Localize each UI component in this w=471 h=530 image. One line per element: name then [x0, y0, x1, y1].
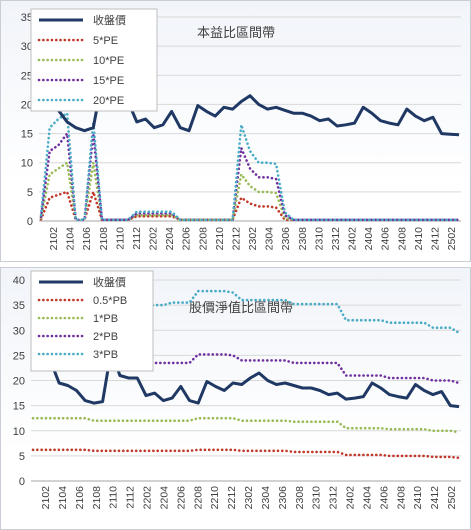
- pb-xtick-label: 2302: [243, 486, 255, 510]
- pb-xtick-label: 2308: [294, 486, 306, 510]
- pe-xtick-label: 2306: [280, 227, 292, 251]
- pe-xtick-label: 2308: [297, 227, 309, 251]
- pb-ytick-label: 10: [13, 426, 25, 438]
- pb-xtick-label: 2306: [277, 486, 289, 510]
- pe-legend: 收盤價 5*PE 10*PE 15*PE 20*PE: [30, 8, 158, 112]
- pe-ytick-label: 30: [21, 41, 33, 53]
- pe-xtick-label: 2108: [98, 227, 110, 251]
- pe-ytick-label: 25: [21, 70, 33, 82]
- pe-xtick-label: 2208: [197, 227, 209, 251]
- pe-xtick-labels: 2102 2104 2106 2108 2110 2112 2202 2204 2206 2208…: [48, 227, 458, 251]
- pb-xtick-label: 2410: [412, 486, 424, 510]
- pe-xtick-label: 2104: [65, 227, 77, 251]
- pe-legend-label-1: 5*PE: [93, 35, 118, 47]
- pb-xtick-label: 2404: [361, 486, 373, 510]
- pb-band-chart: 0 5 10 15 20 25 30 35 40 2102 2104 2106 2108 2110 2112…: [13, 270, 461, 510]
- pb-ytick-label: 35: [13, 300, 25, 312]
- pb-xtick-label: 2208: [192, 486, 204, 510]
- pe-ytick-label: 35: [21, 12, 33, 24]
- pb-ytick-label: 0: [19, 476, 25, 488]
- pb-xtick-label: 2402: [345, 486, 357, 510]
- pe-xtick-label: 2408: [396, 227, 408, 251]
- pe-xtick-label: 2212: [230, 227, 242, 251]
- pe-legend-label-0: 收盤價: [93, 13, 126, 27]
- pb-legend-label-2: 1*PB: [93, 313, 118, 325]
- pb-xtick-label: 2406: [378, 486, 390, 510]
- pb-series-line-2: [31, 416, 461, 434]
- pb-series-line-0: [33, 348, 460, 409]
- pb-legend-label-4: 3*PB: [93, 349, 118, 361]
- pe-xtick-label: 2404: [363, 227, 375, 251]
- pe-xtick-label: 2302: [247, 227, 259, 251]
- pe-xtick-label: 2204: [164, 227, 176, 251]
- pe-xtick-label: 2304: [264, 227, 276, 251]
- pe-legend-label-3: 15*PE: [93, 75, 124, 87]
- pe-xtick-label: 2312: [330, 227, 342, 251]
- pb-xtick-label: 2110: [108, 486, 120, 509]
- pb-xtick-label: 2210: [209, 486, 221, 510]
- pe-ytick-label: 20: [21, 99, 33, 111]
- pb-xtick-label: 2108: [91, 486, 103, 510]
- pb-ytick-label: 40: [13, 275, 25, 287]
- pe-band-chart-panel: 0 5 10 15 20 25 30 35 2102 2104 2106 2108 2110 2112 22…: [0, 0, 471, 262]
- pb-xtick-label: 2310: [311, 486, 323, 510]
- pb-ytick-label: 15: [13, 401, 25, 413]
- pe-series-line-4: [39, 110, 461, 222]
- pb-xtick-labels: 2102 2104 2106 2108 2110 2112 2202 2204 2206 2208…: [40, 486, 458, 510]
- pe-xtick-label: 2102: [48, 227, 60, 251]
- pe-xtick-label: 2202: [148, 227, 160, 251]
- pb-legend: 收盤價 0.5*PB 1*PB 2*PB 3*PB: [30, 270, 154, 372]
- pb-xtick-label: 2304: [260, 486, 272, 510]
- pe-ytick-label: 15: [21, 129, 33, 141]
- pb-ytick-label: 20: [13, 376, 25, 388]
- pe-xtick-label: 2412: [429, 227, 441, 251]
- pe-xtick-label: 2502: [446, 227, 458, 251]
- pb-xtick-label: 2204: [158, 486, 170, 510]
- pb-xtick-label: 2104: [57, 486, 69, 510]
- pb-xtick-label: 2106: [74, 486, 86, 510]
- pb-xtick-label: 2412: [429, 486, 441, 510]
- pe-chart-title: 本益比區間帶: [197, 25, 275, 40]
- pe-xtick-label: 2110: [114, 227, 126, 250]
- pe-xtick-label: 2410: [413, 227, 425, 251]
- pb-xtick-label: 2102: [40, 486, 52, 510]
- pe-xtick-label: 2210: [214, 227, 226, 251]
- pe-xtick-label: 2206: [181, 227, 193, 251]
- pb-series-line-1: [31, 448, 461, 460]
- pb-ytick-label: 25: [13, 350, 25, 362]
- pb-ytick-label: 5: [19, 451, 25, 463]
- pb-xtick-label: 2312: [328, 486, 340, 510]
- pb-series-line-4: [31, 289, 461, 335]
- pb-xtick-label: 2408: [395, 486, 407, 510]
- pe-xtick-label: 2112: [131, 227, 143, 250]
- pb-ytick-label: 30: [13, 325, 25, 337]
- pe-ytick-label: 5: [27, 187, 33, 199]
- pb-band-chart-panel: 0 5 10 15 20 25 30 35 40 2102 2104 2106 2108 2110 2112…: [0, 267, 471, 530]
- pe-xtick-label: 2406: [380, 227, 392, 251]
- pe-xtick-label: 2402: [347, 227, 359, 251]
- pb-legend-box: [30, 270, 154, 372]
- pe-series-line-2: [39, 160, 461, 222]
- pe-xtick-label: 2106: [81, 227, 93, 251]
- pb-chart-title: 股價淨值比區間帶: [189, 300, 293, 315]
- pb-legend-label-1: 0.5*PB: [93, 295, 127, 307]
- pb-xtick-label: 2112: [125, 486, 137, 509]
- pe-ytick-label: 10: [21, 158, 33, 170]
- pe-legend-label-4: 20*PE: [93, 95, 124, 107]
- pb-xtick-label: 2202: [142, 486, 154, 510]
- pe-xtick-label: 2310: [313, 227, 325, 251]
- pe-legend-label-2: 10*PE: [93, 55, 124, 67]
- pb-xtick-label: 2206: [175, 486, 187, 510]
- pb-legend-label-0: 收盤價: [93, 275, 126, 289]
- pb-xtick-label: 2212: [226, 486, 238, 510]
- pe-ytick-label: 0: [27, 216, 33, 228]
- pe-band-chart: 0 5 10 15 20 25 30 35 2102 2104 2106 2108 2110 2112 22…: [21, 8, 461, 251]
- pe-series-line-3: [39, 130, 461, 222]
- pb-xtick-label: 2502: [446, 486, 458, 510]
- pb-legend-label-3: 2*PB: [93, 331, 118, 343]
- pe-series-line-1: [39, 187, 461, 222]
